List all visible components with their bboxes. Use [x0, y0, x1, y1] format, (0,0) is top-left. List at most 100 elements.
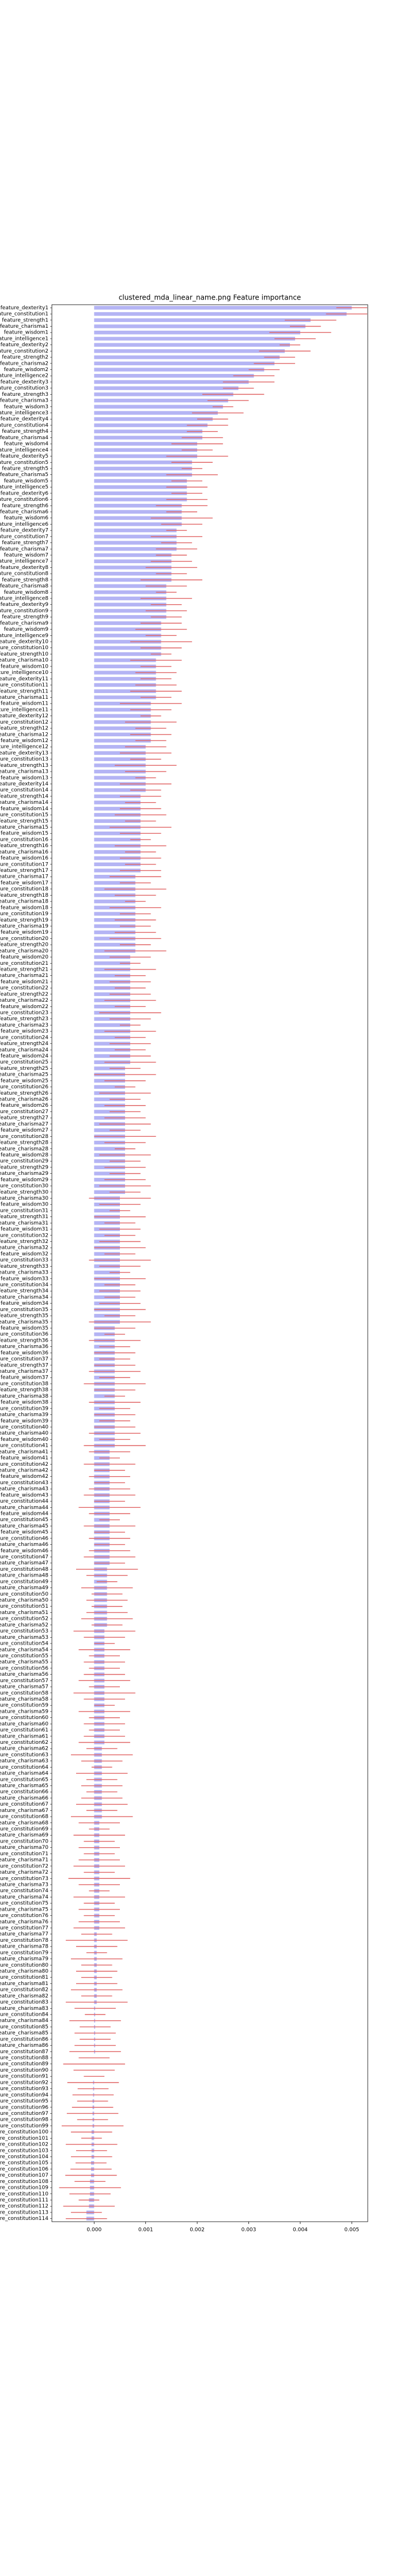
bar	[94, 318, 311, 323]
y-tick-label: feature_constitution31	[0, 1208, 48, 1214]
y-tick-label: feature_wisdom23	[1, 1029, 48, 1035]
y-tick-label: feature_strength32	[0, 1239, 48, 1245]
y-tick-label: feature_charisma71	[0, 1858, 48, 1863]
y-tick-label: feature_constitution54	[0, 1641, 48, 1647]
y-tick-label: feature_constitution86	[0, 2036, 48, 2042]
bar	[94, 634, 161, 638]
bar	[94, 689, 156, 693]
y-tick-label: feature_constitution103	[0, 2148, 48, 2154]
y-tick-label: feature_charisma14	[0, 800, 48, 806]
y-tick-label: feature_charisma50	[0, 1598, 48, 1604]
y-tick-label: feature_wisdom3	[4, 404, 48, 410]
y-tick-label: feature_constitution59	[0, 1703, 48, 1709]
y-tick-label: feature_strength4	[2, 429, 48, 435]
y-tick-label: feature_constitution40	[0, 1424, 48, 1430]
y-tick-label: feature_strength22	[0, 991, 48, 997]
y-tick-label: feature_constitution100	[0, 2129, 48, 2135]
y-tick-label: feature_constitution56	[0, 1665, 48, 1671]
bar	[94, 695, 156, 699]
y-tick-label: feature_wisdom40	[1, 1437, 48, 1443]
y-tick-label: feature_strength9	[2, 615, 48, 620]
y-tick-label: feature_constitution64	[0, 1765, 48, 1770]
bar	[94, 417, 213, 421]
bar	[94, 924, 135, 928]
y-tick-label: feature_constitution50	[0, 1592, 48, 1597]
y-tick-label: feature_charisma79	[0, 1956, 48, 1962]
bar	[94, 664, 156, 669]
bar	[94, 1270, 120, 1275]
bar	[94, 491, 187, 496]
y-tick-label: feature_charisma5	[0, 472, 48, 478]
y-tick-label: feature_wisdom30	[1, 1202, 48, 1208]
y-tick-label: feature_constitution32	[0, 1233, 48, 1238]
y-tick-label: feature_charisma47	[0, 1560, 48, 1566]
chart-title: clustered_mda_linear_name.png Feature im…	[119, 294, 301, 302]
y-tick-label: feature_constitution90	[0, 2068, 48, 2073]
y-tick-label: feature_charisma64	[0, 1771, 48, 1777]
y-tick-label: feature_dexterity7	[1, 528, 48, 534]
y-tick-label: feature_constitution70	[0, 1839, 48, 1844]
bar	[94, 559, 172, 563]
bar	[94, 1035, 130, 1040]
y-tick-label: feature_constitution34	[0, 1282, 48, 1288]
bar	[94, 578, 172, 582]
y-tick-label: feature_intelligence5	[0, 485, 48, 491]
y-tick-label: feature_constitution53	[0, 1628, 48, 1634]
bar	[94, 534, 177, 539]
bar	[94, 436, 203, 440]
y-tick-label: feature_charisma76	[0, 1919, 48, 1925]
bar	[94, 627, 161, 631]
bar	[94, 621, 161, 626]
y-tick-label: feature_dexterity4	[1, 417, 49, 422]
y-tick-label: feature_constitution97	[0, 2111, 48, 2117]
bar	[94, 312, 347, 316]
bar	[94, 429, 203, 433]
x-tick-label: 0.004	[293, 2227, 308, 2233]
y-tick-label: feature_wisdom24	[1, 1054, 48, 1059]
bar	[94, 757, 146, 761]
y-tick-label: feature_constitution14	[0, 788, 48, 793]
bar	[94, 819, 141, 823]
y-tick-label: feature_constitution68	[0, 1814, 48, 1820]
y-tick-label: feature_charisma20	[0, 948, 48, 954]
y-tick-label: feature_strength34	[0, 1289, 48, 1294]
y-tick-label: feature_constitution48	[0, 1567, 48, 1572]
y-tick-label: feature_constitution108	[0, 2179, 48, 2185]
y-tick-label: feature_constitution8	[0, 571, 48, 577]
bar	[94, 528, 177, 533]
y-tick-label: feature_constitution81	[0, 1975, 48, 1980]
bar	[94, 460, 193, 465]
bar	[94, 639, 161, 644]
bar	[94, 800, 141, 804]
y-tick-label: feature_charisma37	[0, 1369, 48, 1375]
y-tick-label: feature_constitution26	[0, 1084, 48, 1090]
y-tick-label: feature_constitution67	[0, 1802, 48, 1807]
bar	[94, 454, 198, 458]
y-tick-label: feature_strength31	[0, 1214, 48, 1220]
y-tick-label: feature_wisdom44	[1, 1511, 48, 1517]
bar	[94, 1085, 125, 1089]
y-tick-label: feature_constitution6	[0, 497, 48, 503]
y-tick-label: feature_intelligence4	[0, 447, 48, 453]
y-tick-label: feature_constitution30	[0, 1184, 48, 1189]
y-tick-label: feature_charisma74	[0, 1894, 48, 1900]
y-tick-label: feature_constitution76	[0, 1913, 48, 1919]
y-tick-label: feature_charisma16	[0, 849, 48, 855]
y-tick-label: feature_intelligence3	[0, 410, 48, 416]
y-tick-label: feature_charisma82	[0, 1993, 48, 1999]
y-tick-label: feature_constitution18	[0, 886, 48, 892]
y-tick-label: feature_dexterity10	[0, 639, 48, 645]
y-tick-label: feature_dexterity11	[0, 676, 48, 682]
y-tick-label: feature_constitution82	[0, 1987, 48, 1993]
y-tick-label: feature_charisma48	[0, 1573, 48, 1579]
bar	[94, 1048, 130, 1052]
y-tick-label: feature_charisma22	[0, 998, 48, 1004]
bar	[94, 448, 198, 452]
y-tick-label: feature_wisdom6	[4, 515, 49, 521]
y-tick-label: feature_constitution91	[0, 2074, 48, 2080]
y-tick-label: feature_charisma65	[0, 1783, 48, 1789]
bar	[94, 1394, 115, 1398]
y-tick-label: feature_constitution98	[0, 2117, 48, 2123]
y-tick-label: feature_intelligence12	[0, 744, 48, 750]
bar	[94, 868, 141, 873]
